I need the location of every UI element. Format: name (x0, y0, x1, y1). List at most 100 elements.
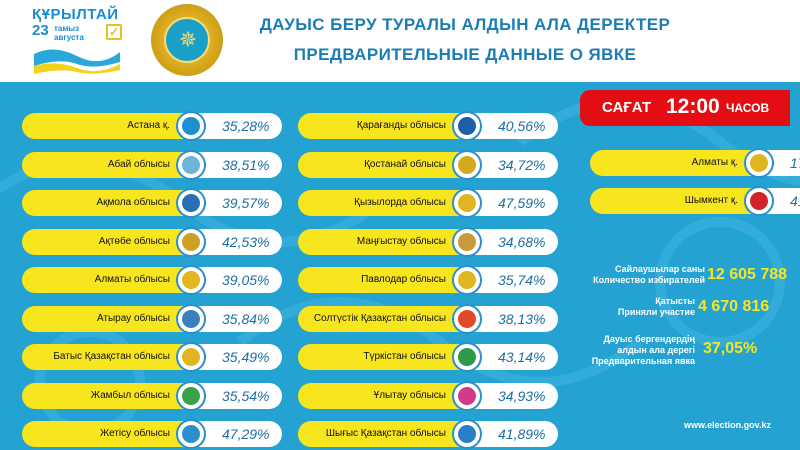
time-suffix: ЧАСОВ (726, 101, 770, 115)
logo-title: ҚҰРЫЛТАЙ (32, 6, 119, 23)
region-turnout-value: 34,93% (498, 387, 546, 404)
zhetysu-emblem-icon (176, 419, 206, 449)
kostanay-emblem-icon (452, 149, 482, 180)
atyrau-emblem-icon (176, 303, 206, 334)
turnout-label-2: алдын ала дерегі (617, 345, 695, 355)
region-name-bar (298, 267, 473, 293)
region-name: Ақмола облысы (96, 197, 171, 208)
region-turnout-value: 35,74% (498, 272, 546, 288)
region-name: Ұлытау облысы (373, 389, 446, 401)
voters-value: 12 605 788 (707, 266, 788, 283)
east-kazakhstan-emblem-icon (452, 419, 482, 449)
region-turnout-value: 38,13% (498, 310, 546, 327)
region-turnout-value: 39,05% (222, 272, 270, 288)
region-name: Жамбыл облысы (90, 389, 170, 401)
turnout-label: Дауыс бергендердің алдын ала дерегі Пред… (545, 334, 695, 367)
region-turnout-value: 35,84% (222, 310, 270, 327)
logo-day: 23 (32, 22, 49, 39)
region-name-bar (22, 151, 197, 178)
region-turnout-value: 17,87% (790, 155, 800, 171)
region-name-bar (22, 382, 197, 409)
turnout-label-1: Дауыс бергендердің (603, 334, 695, 344)
region-name: Алматы қ. (691, 157, 738, 168)
turnout-label-3: Предварительная явка (591, 356, 695, 366)
region-row: Алматы облысы 39,05% (22, 265, 282, 295)
region-turnout-value: 38,51% (222, 156, 270, 173)
region-row: Жамбыл облысы 35,54% (22, 380, 282, 411)
region-name: Абай облысы (107, 158, 170, 170)
region-turnout-value: 41,89% (498, 426, 546, 442)
flag-ribbon-icon (34, 49, 120, 74)
region-turnout-value: 41,60% (790, 193, 800, 209)
kurultai-logo: ҚҰРЫЛТАЙ 23 тамыз августа ✓ (30, 6, 126, 78)
region-name-bar (298, 151, 473, 178)
region-row: Батыс Қазақстан облысы 35,49% (22, 342, 282, 372)
abai-emblem-icon (176, 149, 206, 180)
region-name: Шығыс Қазақстан облысы (325, 428, 446, 439)
title-russian: ПРЕДВАРИТЕЛЬНЫЕ ДАННЫЕ О ЯВКЕ (293, 45, 637, 64)
region-turnout-value: 35,54% (222, 387, 270, 404)
region-row: Қарағанды облысы 40,56% (298, 111, 558, 141)
region-name: Қостанай облысы (364, 158, 446, 170)
region-row: Абай облысы 38,51% (22, 149, 282, 180)
region-row: Қызылорда облысы 47,59% (298, 188, 558, 218)
akmola-emblem-icon (176, 188, 206, 218)
region-name-bar (590, 150, 765, 176)
region-name: Ақтөбе облысы (98, 235, 170, 247)
north-kazakhstan-emblem-icon (452, 303, 482, 334)
aktobe-emblem-icon (176, 226, 206, 257)
region-name-bar (22, 305, 197, 332)
logo-date-line1: тамыз (54, 24, 80, 33)
time-prefix: САҒАТ (602, 99, 652, 116)
region-name: Жетісу облысы (100, 428, 170, 439)
header: ҚҰРЫЛТАЙ 23 тамыз августа ✓ ✵ ДАУЫС БЕРУ… (0, 0, 800, 82)
region-name-bar (22, 228, 197, 255)
voters-label: Сайлаушылар саны Количество избирателей (545, 264, 705, 286)
region-name-bar (22, 190, 197, 216)
title-kazakh: ДАУЫС БЕРУ ТУРАЛЫ АЛДЫН АЛА ДЕРЕКТЕР (259, 15, 671, 34)
region-name-bar (298, 344, 473, 370)
region-turnout-value: 35,49% (222, 349, 270, 365)
region-turnout-value: 34,68% (498, 233, 546, 250)
region-turnout-value: 43,14% (498, 349, 546, 365)
zhambyl-emblem-icon (176, 380, 206, 411)
region-name-bar (22, 113, 197, 139)
region-row: Түркістан облысы 43,14% (298, 342, 558, 372)
region-row: Ұлытау облысы 34,93% (298, 380, 558, 411)
region-name: Астана қ. (127, 120, 170, 131)
west-kazakhstan-emblem-icon (176, 342, 206, 372)
voters-label-ru: Количество избирателей (593, 275, 705, 285)
region-turnout-value: 42,53% (222, 233, 270, 250)
region-turnout-value: 47,59% (498, 195, 546, 211)
region-row: Ақтөбе облысы 42,53% (22, 226, 282, 257)
time-value: 12:00 (666, 95, 720, 118)
region-name-bar (22, 267, 197, 293)
region-row: Қостанай облысы 34,72% (298, 149, 558, 180)
region-name: Павлодар облысы (361, 274, 446, 285)
region-name: Солтүстік Қазақстан облысы (313, 312, 446, 324)
turnout-panel: САҒАТ 12:00 ЧАСОВ Астана қ. 35,28% Абай об… (0, 82, 800, 450)
region-name: Атырау облысы (96, 312, 170, 324)
participated-label-ru: Приняли участие (617, 307, 695, 317)
ulytau-emblem-icon (452, 380, 482, 411)
karaganda-emblem-icon (452, 111, 482, 141)
region-row: Жетісу облысы 47,29% (22, 419, 282, 449)
region-row: Алматы қ. 17,87% (590, 148, 800, 178)
mangystau-emblem-icon (452, 226, 482, 257)
region-turnout-value: 34,72% (498, 156, 546, 173)
participated-label: Қатысты Приняли участие (545, 296, 695, 318)
website-link[interactable]: www.election.gov.kz (684, 420, 772, 430)
region-name: Маңғыстау облысы (356, 235, 446, 247)
region-row: Шығыс Қазақстан облысы 41,89% (298, 419, 558, 449)
almaty-city-emblem-icon (744, 148, 774, 178)
turnout-value: 37,05% (703, 340, 758, 357)
region-name-bar (298, 305, 473, 332)
region-turnout-value: 39,57% (222, 195, 270, 211)
astana-emblem-icon (176, 111, 206, 141)
checkmark-icon: ✓ (106, 24, 122, 40)
shymkent-emblem-icon (744, 186, 774, 216)
region-row: Ақмола облысы 39,57% (22, 188, 282, 218)
region-name-bar (590, 188, 765, 214)
participated-label-kz: Қатысты (655, 296, 695, 306)
pavlodar-emblem-icon (452, 265, 482, 295)
